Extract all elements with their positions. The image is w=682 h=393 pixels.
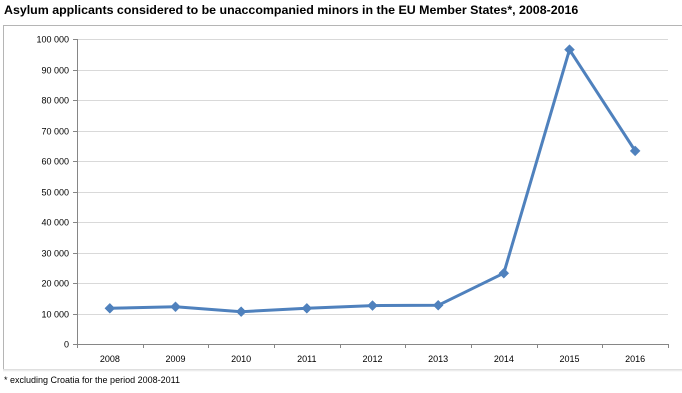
x-tick-label: 2012 xyxy=(362,354,382,364)
data-point-marker xyxy=(301,302,313,314)
chart-title: Asylum applicants considered to be unacc… xyxy=(4,3,579,17)
data-point-marker xyxy=(564,44,575,56)
data-point-marker xyxy=(432,299,444,311)
y-tick-label: 70 000 xyxy=(41,127,69,137)
data-point-marker xyxy=(104,302,116,314)
y-tick-label: 100 000 xyxy=(36,35,69,45)
x-tick-label: 2009 xyxy=(165,354,185,364)
data-point-marker xyxy=(629,145,641,157)
data-point-marker xyxy=(235,306,247,318)
x-tick-label: 2014 xyxy=(494,354,514,364)
footnote: * excluding Croatia for the period 2008-… xyxy=(4,375,180,385)
x-tick-label: 2016 xyxy=(625,354,645,364)
y-tick-label: 40 000 xyxy=(41,218,69,228)
y-tick-label: 30 000 xyxy=(41,249,69,259)
x-tick-label: 2015 xyxy=(559,354,579,364)
y-axis-tick-labels: 0 10 000 20 000 30 000 40 000 50 000 60 000 70 … xyxy=(36,35,69,350)
x-tick-label: 2008 xyxy=(100,354,120,364)
x-tick-label: 2011 xyxy=(297,354,316,364)
chart-frame xyxy=(3,25,682,370)
y-tick-label: 80 000 xyxy=(41,96,69,106)
y-tick-label: 90 000 xyxy=(41,66,69,76)
data-point-marker xyxy=(367,300,378,311)
axes xyxy=(73,39,669,348)
y-tick-label: 60 000 xyxy=(41,157,69,167)
y-tick-label: 0 xyxy=(64,340,69,350)
frame-shadow xyxy=(3,369,682,372)
x-tick-label: 2013 xyxy=(428,354,448,364)
data-point-marker xyxy=(170,301,181,313)
x-tick-label: 2010 xyxy=(231,354,251,364)
y-tick-label: 10 000 xyxy=(41,310,69,320)
gridlines xyxy=(77,39,668,315)
series xyxy=(104,44,641,318)
y-tick-label: 50 000 xyxy=(41,188,69,198)
series-line xyxy=(108,48,637,314)
y-tick-label: 20 000 xyxy=(41,279,69,289)
data-point-marker xyxy=(498,267,510,279)
x-axis-tick-labels: 2008 2009 2010 2011 2012 2013 2014 2015 2016 xyxy=(100,354,645,364)
